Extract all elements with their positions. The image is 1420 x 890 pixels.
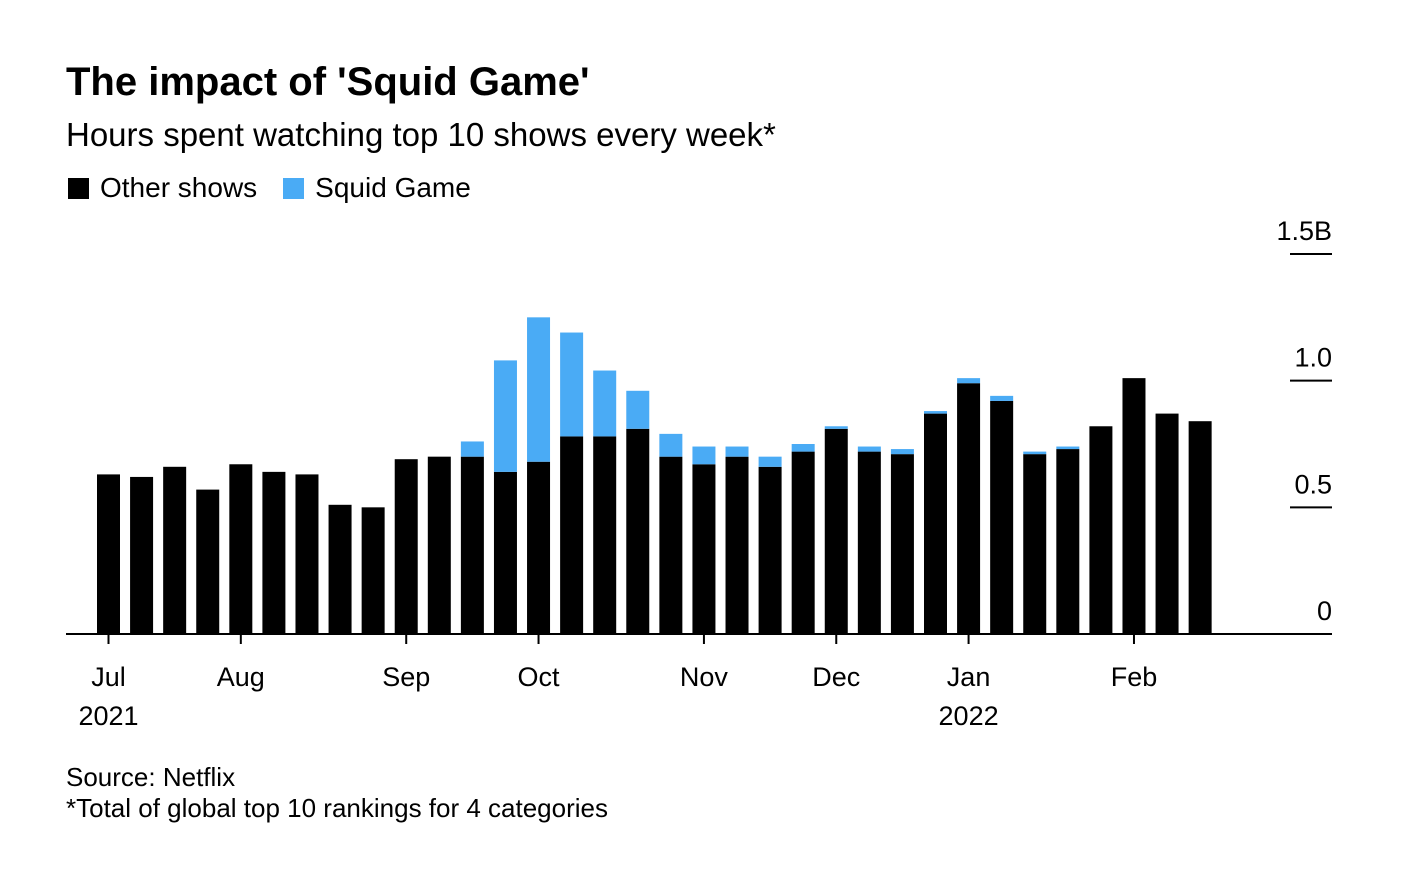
bar-other-shows: [957, 383, 981, 634]
x-tick-label: Aug: [217, 662, 265, 692]
bar-squid-game: [890, 449, 914, 455]
bar-squid-game: [527, 317, 551, 462]
bar-other-shows: [328, 504, 352, 634]
bar-other-shows: [692, 464, 716, 634]
bar-squid-game: [659, 433, 683, 457]
bar-squid-game: [692, 446, 716, 465]
bar-other-shows: [196, 489, 220, 634]
source-note: Source: Netflix: [66, 762, 236, 792]
x-tick-label: Feb: [1111, 662, 1158, 692]
bar-other-shows: [824, 428, 848, 634]
bar-other-shows: [725, 456, 749, 634]
bar-squid-game: [957, 378, 981, 384]
bar-other-shows: [791, 451, 815, 634]
bar-other-shows: [1056, 449, 1080, 634]
bar-other-shows: [163, 466, 187, 634]
bar-other-shows: [130, 476, 154, 634]
y-tick-label: 1.0: [1294, 343, 1332, 373]
bar-squid-game: [824, 426, 848, 429]
chart-title: The impact of 'Squid Game': [66, 60, 590, 104]
legend-swatch-squid-game: [283, 177, 305, 199]
bar-other-shows: [1023, 454, 1047, 634]
footnote: *Total of global top 10 rankings for 4 c…: [66, 793, 609, 823]
bar-other-shows: [1188, 421, 1212, 634]
legend: Other shows Squid Game: [68, 172, 497, 204]
bar-other-shows: [262, 471, 286, 634]
legend-label-squid-game: Squid Game: [315, 172, 471, 203]
bar-other-shows: [295, 474, 319, 634]
x-tick-year-label: 2021: [78, 701, 138, 731]
bar-other-shows: [890, 454, 914, 634]
bar-other-shows: [857, 451, 881, 634]
bar-other-shows: [626, 428, 650, 634]
x-tick-label: Dec: [812, 662, 860, 692]
bar-squid-game: [460, 441, 484, 457]
bar-squid-game: [1023, 451, 1047, 455]
bar-other-shows: [427, 456, 451, 634]
bar-other-shows: [659, 456, 683, 634]
legend-label-other-shows: Other shows: [100, 172, 258, 203]
x-tick-label: Oct: [518, 662, 561, 692]
bar-squid-game: [924, 411, 947, 414]
bar-squid-game: [857, 446, 881, 452]
bar-other-shows: [97, 474, 120, 634]
y-tick-label: 1.5B: [1276, 216, 1332, 246]
bar-squid-game: [791, 444, 815, 452]
chart-subtitle: Hours spent watching top 10 shows every …: [66, 116, 776, 153]
bar-other-shows: [593, 436, 617, 634]
bar-other-shows: [460, 456, 484, 634]
y-tick-label: 0.5: [1294, 469, 1332, 499]
bar-squid-game: [725, 446, 749, 457]
x-tick-label: Jan: [947, 662, 991, 692]
bar-other-shows: [560, 436, 584, 634]
bar-other-shows: [229, 464, 253, 634]
bar-squid-game: [990, 395, 1014, 401]
legend-swatch-other-shows: [68, 177, 89, 199]
x-tick-label: Sep: [382, 662, 430, 692]
x-tick-label: Jul: [91, 662, 126, 692]
bar-squid-game: [560, 332, 584, 437]
x-tick-year-label: 2022: [939, 701, 999, 731]
bar-other-shows: [1122, 378, 1146, 634]
bar-other-shows: [527, 461, 551, 634]
bar-other-shows: [394, 459, 418, 634]
bar-other-shows: [924, 413, 947, 634]
bar-squid-game: [593, 370, 617, 437]
bar-other-shows: [361, 507, 385, 634]
bar-squid-game: [626, 390, 650, 429]
legend-item-other-shows: Other shows: [68, 172, 257, 204]
bar-other-shows: [1089, 426, 1113, 634]
bar-other-shows: [1155, 413, 1179, 634]
bar-squid-game: [493, 360, 517, 472]
y-tick-label: 0: [1317, 596, 1332, 626]
bar-other-shows: [990, 400, 1014, 634]
bar-other-shows: [493, 471, 517, 634]
legend-item-squid-game: Squid Game: [283, 172, 471, 204]
bar-squid-game: [1056, 446, 1080, 450]
x-tick-label: Nov: [680, 662, 729, 692]
bar-other-shows: [758, 466, 782, 634]
bar-squid-game: [758, 456, 782, 467]
